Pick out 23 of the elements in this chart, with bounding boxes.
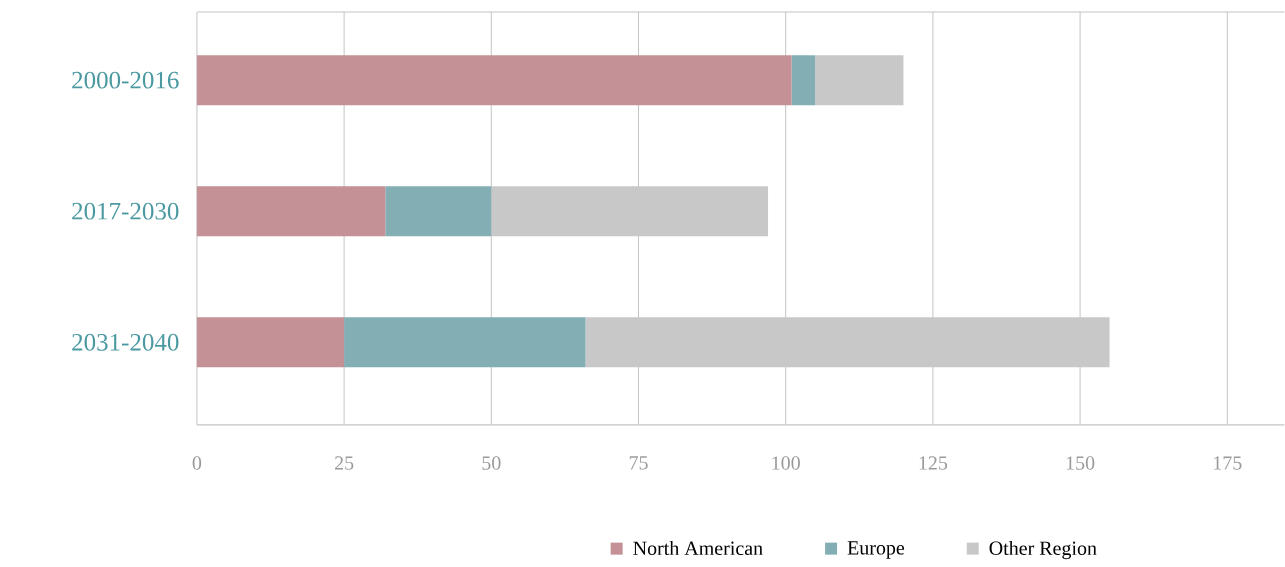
y-tick-label: 2017-2030 (72, 202, 179, 220)
x-tick-label: 50 (482, 456, 501, 470)
bar (585, 317, 1110, 368)
x-tick-label: 125 (919, 456, 948, 470)
legend-label: Europe (847, 541, 905, 559)
bar (791, 55, 816, 106)
bar (196, 186, 386, 237)
x-tick-label: 75 (629, 456, 648, 470)
y-tick-label: 2031-2040 (72, 333, 179, 351)
x-tick-label: 150 (1066, 456, 1095, 470)
bar (385, 186, 492, 237)
y-tick-label: 2000-2016 (72, 71, 179, 89)
x-tick-label: 25 (335, 456, 354, 470)
x-tick-label: 100 (772, 456, 800, 470)
bar (196, 317, 345, 368)
legend-label: Other Region (989, 541, 1097, 560)
bar (196, 55, 792, 106)
legend-label: North American (633, 541, 763, 556)
x-tick-label: 0 (192, 456, 202, 470)
x-tick-label: 175 (1214, 456, 1242, 470)
bar (491, 186, 769, 237)
bar (815, 55, 904, 106)
bar (344, 317, 586, 368)
